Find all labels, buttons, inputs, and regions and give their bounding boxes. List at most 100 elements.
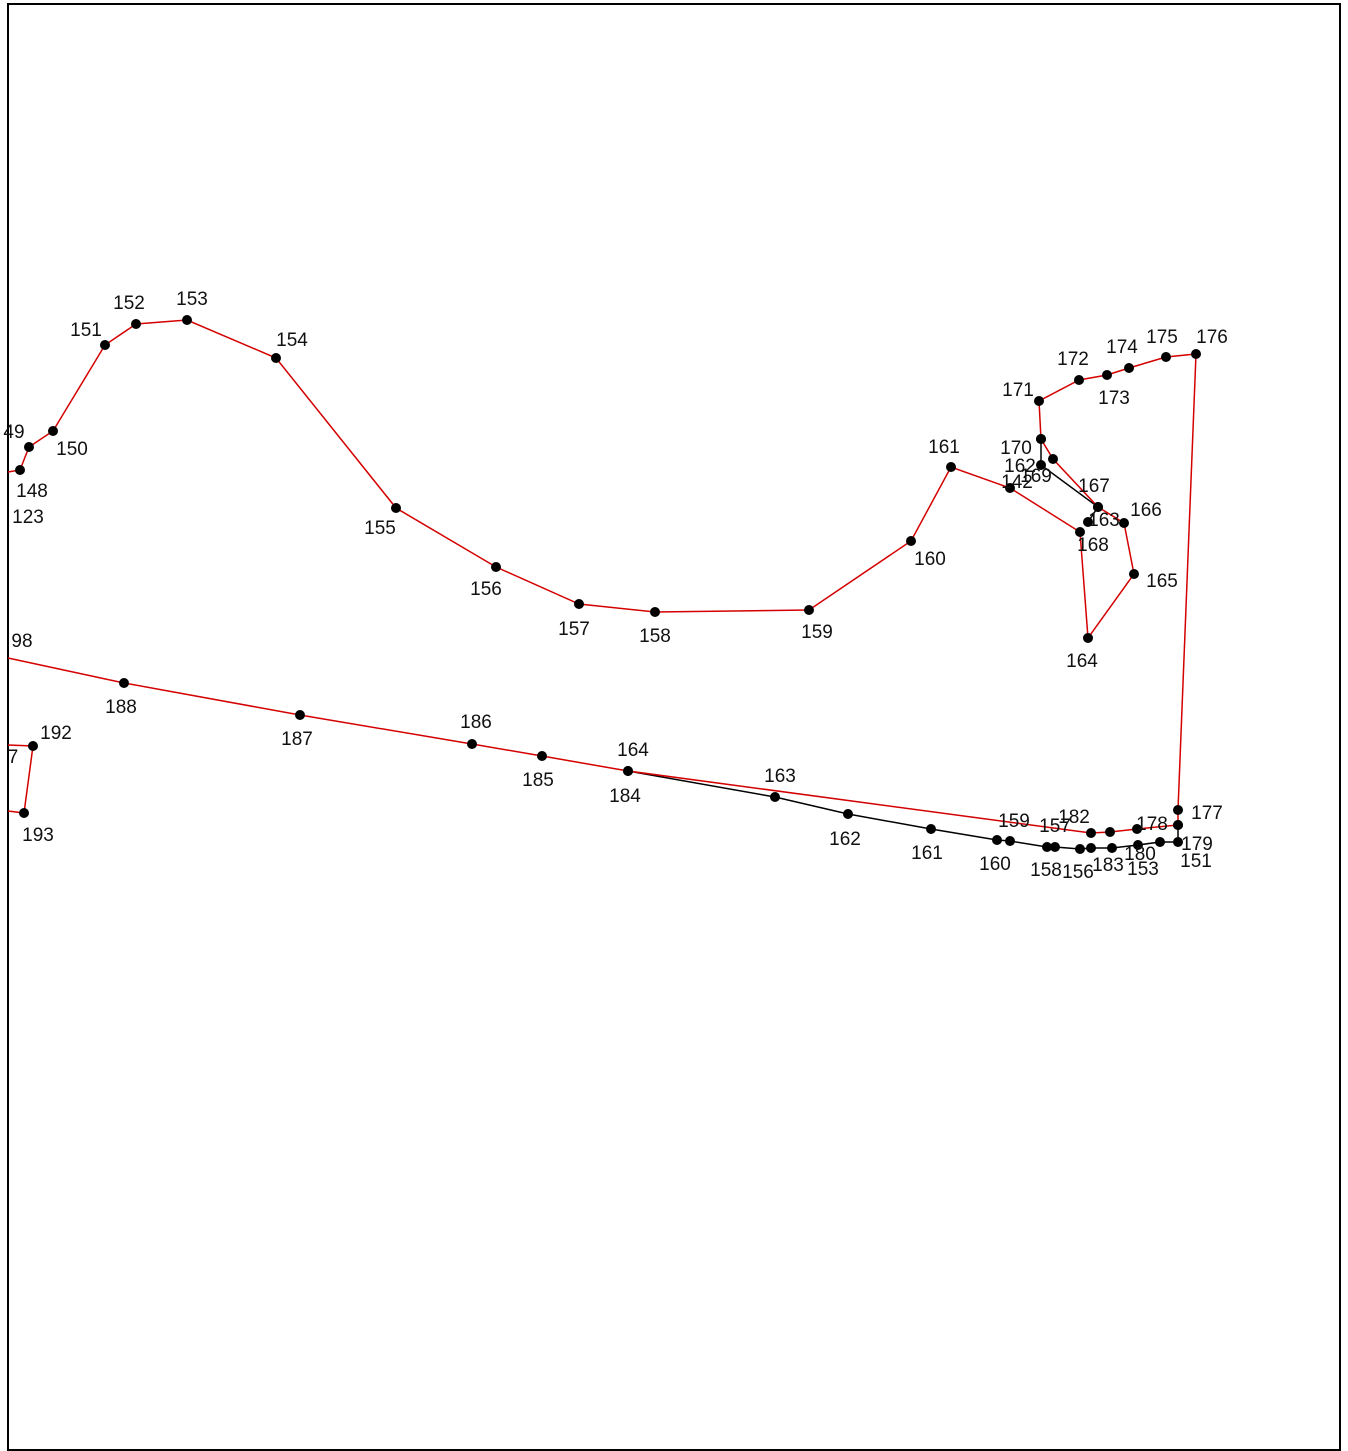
point-label: 185 bbox=[522, 770, 554, 791]
point bbox=[15, 465, 25, 475]
point-label: 182 bbox=[1058, 807, 1090, 828]
point-label: 158 bbox=[1030, 860, 1062, 881]
point bbox=[1102, 370, 1112, 380]
point bbox=[770, 792, 780, 802]
point bbox=[1133, 840, 1143, 850]
point-label: 176 bbox=[1196, 327, 1228, 348]
point-label: 152 bbox=[113, 293, 145, 314]
point-label: 183 bbox=[1092, 855, 1124, 876]
frame bbox=[7, 3, 1341, 1451]
point-label: 186 bbox=[460, 712, 492, 733]
point bbox=[1107, 843, 1117, 853]
point bbox=[1036, 434, 1046, 444]
point bbox=[1036, 460, 1046, 470]
point-label: 157 bbox=[1039, 816, 1071, 837]
point bbox=[926, 824, 936, 834]
point-label: 123 bbox=[12, 507, 44, 528]
point bbox=[1083, 633, 1093, 643]
point-label: 7 bbox=[8, 747, 19, 768]
point-label: 156 bbox=[1062, 862, 1094, 883]
point-label: 142 bbox=[1001, 472, 1033, 493]
point-label: 161 bbox=[911, 843, 943, 864]
point bbox=[491, 562, 501, 572]
point bbox=[1173, 805, 1183, 815]
point bbox=[131, 319, 141, 329]
point bbox=[295, 710, 305, 720]
point-label: 192 bbox=[40, 723, 72, 744]
point bbox=[119, 678, 129, 688]
point-label: 177 bbox=[1191, 803, 1223, 824]
point-label: 151 bbox=[1180, 851, 1212, 872]
point-label: 174 bbox=[1106, 337, 1138, 358]
point bbox=[1124, 363, 1134, 373]
point-label: 163 bbox=[764, 766, 796, 787]
point bbox=[1155, 837, 1165, 847]
point bbox=[1074, 375, 1084, 385]
point-label: 160 bbox=[979, 854, 1011, 875]
point-label: 179 bbox=[1181, 834, 1213, 855]
point-label: 161 bbox=[928, 437, 960, 458]
point bbox=[1075, 844, 1085, 854]
point-label: 155 bbox=[364, 518, 396, 539]
point-label: 160 bbox=[914, 549, 946, 570]
point bbox=[1105, 827, 1115, 837]
point bbox=[843, 809, 853, 819]
point-label: 166 bbox=[1130, 500, 1162, 521]
point bbox=[1086, 843, 1096, 853]
point bbox=[1132, 824, 1142, 834]
point-label: 168 bbox=[1077, 535, 1109, 556]
point-label: 158 bbox=[639, 626, 671, 647]
point-label: 153 bbox=[176, 289, 208, 310]
point bbox=[1093, 502, 1103, 512]
point bbox=[1075, 527, 1085, 537]
point bbox=[946, 462, 956, 472]
point-label: 154 bbox=[276, 330, 308, 351]
point-label: 164 bbox=[1066, 651, 1098, 672]
point bbox=[1173, 820, 1183, 830]
point-label: 167 bbox=[1078, 476, 1110, 497]
point-label: 150 bbox=[56, 439, 88, 460]
point-label: 187 bbox=[281, 729, 313, 750]
point-label: 156 bbox=[470, 579, 502, 600]
point bbox=[1034, 396, 1044, 406]
point-label: 178 bbox=[1136, 814, 1168, 835]
point-label: 165 bbox=[1146, 571, 1178, 592]
point bbox=[1173, 837, 1183, 847]
point bbox=[182, 315, 192, 325]
point-label: 148 bbox=[16, 481, 48, 502]
point bbox=[623, 766, 633, 776]
point bbox=[906, 536, 916, 546]
point-label: 162 bbox=[829, 829, 861, 850]
point-label: 180 bbox=[1124, 844, 1156, 865]
point-label: 159 bbox=[801, 622, 833, 643]
red-path bbox=[7, 319, 1197, 834]
point-label: 173 bbox=[1098, 388, 1130, 409]
point bbox=[1005, 483, 1015, 493]
point-label: 49 bbox=[3, 422, 24, 443]
point bbox=[1048, 454, 1058, 464]
point-label: 170 bbox=[1000, 438, 1032, 459]
point bbox=[1129, 569, 1139, 579]
point bbox=[271, 353, 281, 363]
point-label: 151 bbox=[70, 320, 102, 341]
point-label: 164 bbox=[617, 740, 649, 761]
point bbox=[992, 835, 1002, 845]
point bbox=[48, 426, 58, 436]
point bbox=[1191, 349, 1201, 359]
point bbox=[24, 442, 34, 452]
point-label: 153 bbox=[1127, 859, 1159, 880]
point bbox=[1083, 517, 1093, 527]
point bbox=[467, 739, 477, 749]
point-label: 188 bbox=[105, 697, 137, 718]
point-label: 163 bbox=[1088, 510, 1120, 531]
point-label: 172 bbox=[1057, 349, 1089, 370]
point bbox=[1042, 842, 1052, 852]
point-label: 162 bbox=[1004, 456, 1036, 477]
point bbox=[1005, 836, 1015, 846]
black-path bbox=[1040, 439, 1100, 523]
point bbox=[391, 503, 401, 513]
point-label: 184 bbox=[609, 786, 641, 807]
point-label: 157 bbox=[558, 619, 590, 640]
point-label: 169 bbox=[1020, 466, 1052, 487]
